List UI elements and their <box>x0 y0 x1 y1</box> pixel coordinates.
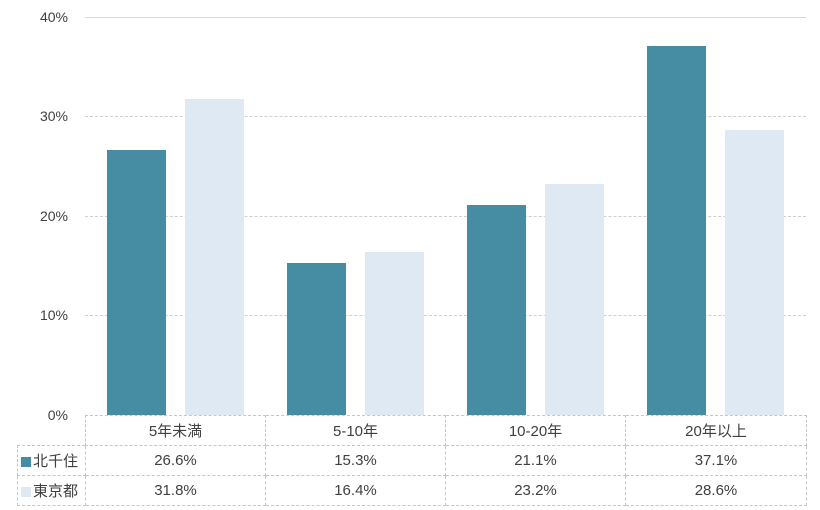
bar-kitasenju <box>286 263 346 415</box>
bar-group-10to20 <box>445 17 625 415</box>
table-cell: 23.2% <box>445 475 626 506</box>
table-row-kitasenju: 北千住 26.6% 15.3% 21.1% 37.1% <box>17 445 807 476</box>
gridline-20 <box>85 216 806 217</box>
category-header: 20年以上 <box>625 415 807 446</box>
table-cell: 15.3% <box>265 445 446 476</box>
legend-swatch-tokyo <box>21 487 31 497</box>
gridline-10 <box>85 315 806 316</box>
bar-kitasenju <box>106 150 166 415</box>
y-axis-tick-label: 20% <box>39 208 68 224</box>
bar-group-under5 <box>85 17 265 415</box>
table-cell: 37.1% <box>625 445 807 476</box>
table-corner-blank <box>18 416 86 446</box>
y-axis-tick-label: 30% <box>39 108 68 124</box>
table-cell: 21.1% <box>445 445 626 476</box>
table-cell: 28.6% <box>625 475 807 506</box>
legend-swatch-kitasenju <box>21 457 31 467</box>
table-cell: 16.4% <box>265 475 446 506</box>
category-header: 10-20年 <box>445 415 626 446</box>
table-cell: 31.8% <box>85 475 266 506</box>
legend-label: 北千住 <box>33 453 79 470</box>
chart-data-table: 5年未満 5-10年 10-20年 20年以上 北千住 26.6% 15.3% … <box>17 415 807 506</box>
gridline-40 <box>85 17 806 18</box>
bar-kitasenju <box>646 46 706 415</box>
category-header: 5年未満 <box>85 415 266 446</box>
y-axis-tick-label: 40% <box>39 9 68 25</box>
y-axis-tick-label: 10% <box>39 307 68 323</box>
legend-item-kitasenju: 北千住 <box>17 445 86 476</box>
table-cell: 26.6% <box>85 445 266 476</box>
legend-item-tokyo: 東京都 <box>17 475 86 506</box>
table-header-row: 5年未満 5-10年 10-20年 20年以上 <box>18 415 807 446</box>
y-axis-tick-label: 0% <box>47 407 68 423</box>
bar-group-over20 <box>625 17 805 415</box>
bar-tokyo <box>724 130 784 415</box>
bar-tokyo <box>184 99 244 415</box>
gridline-30 <box>85 116 806 117</box>
bar-tokyo <box>364 252 424 415</box>
legend-label: 東京都 <box>33 483 79 500</box>
bar-group-5to10 <box>265 17 445 415</box>
bar-kitasenju <box>466 205 526 415</box>
bar-tokyo <box>544 184 604 415</box>
table-row-tokyo: 東京都 31.8% 16.4% 23.2% 28.6% <box>17 475 807 506</box>
category-header: 5-10年 <box>265 415 446 446</box>
